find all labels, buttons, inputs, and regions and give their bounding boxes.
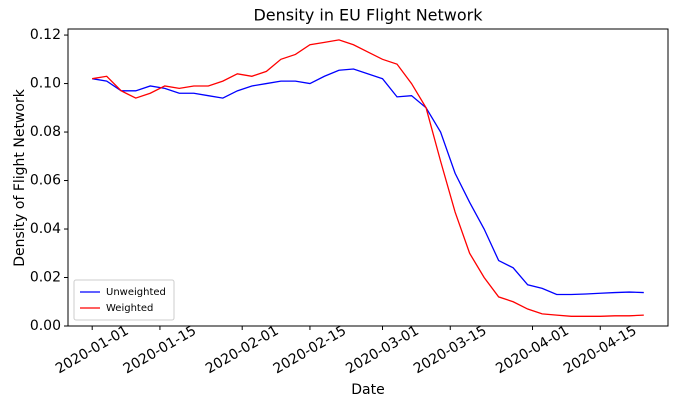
series-line [92,39,644,317]
x-tick-label: 2020-04-15 [561,323,639,378]
x-tick-label: 2020-03-15 [411,323,489,378]
x-tick-label: 2020-01-15 [121,323,199,378]
y-tick-label: 0.12 [30,27,61,43]
y-tick-label: 0.04 [30,221,61,237]
x-axis-label: Date [351,382,384,398]
legend-box [73,279,175,321]
y-tick-label: 0.00 [30,318,61,334]
x-tick-label: 2020-02-15 [271,323,349,378]
x-tick-label: 2020-01-01 [53,323,131,378]
y-tick-label: 0.02 [30,270,61,286]
chart-title: Density in EU Flight Network [253,6,483,25]
x-tick-label: 2020-03-01 [343,323,421,378]
legend-label: Weighted [106,303,153,314]
legend-label: Unweighted [106,287,166,298]
x-tick-label: 2020-02-01 [203,323,281,378]
y-axis-label: Density of Flight Network [12,88,28,266]
x-tick-label: 2020-04-01 [493,323,571,378]
y-tick-label: 0.06 [30,173,61,189]
y-tick-label: 0.10 [30,76,61,92]
plot-frame [67,28,669,327]
y-tick-label: 0.08 [30,124,61,140]
series-line [92,68,644,296]
